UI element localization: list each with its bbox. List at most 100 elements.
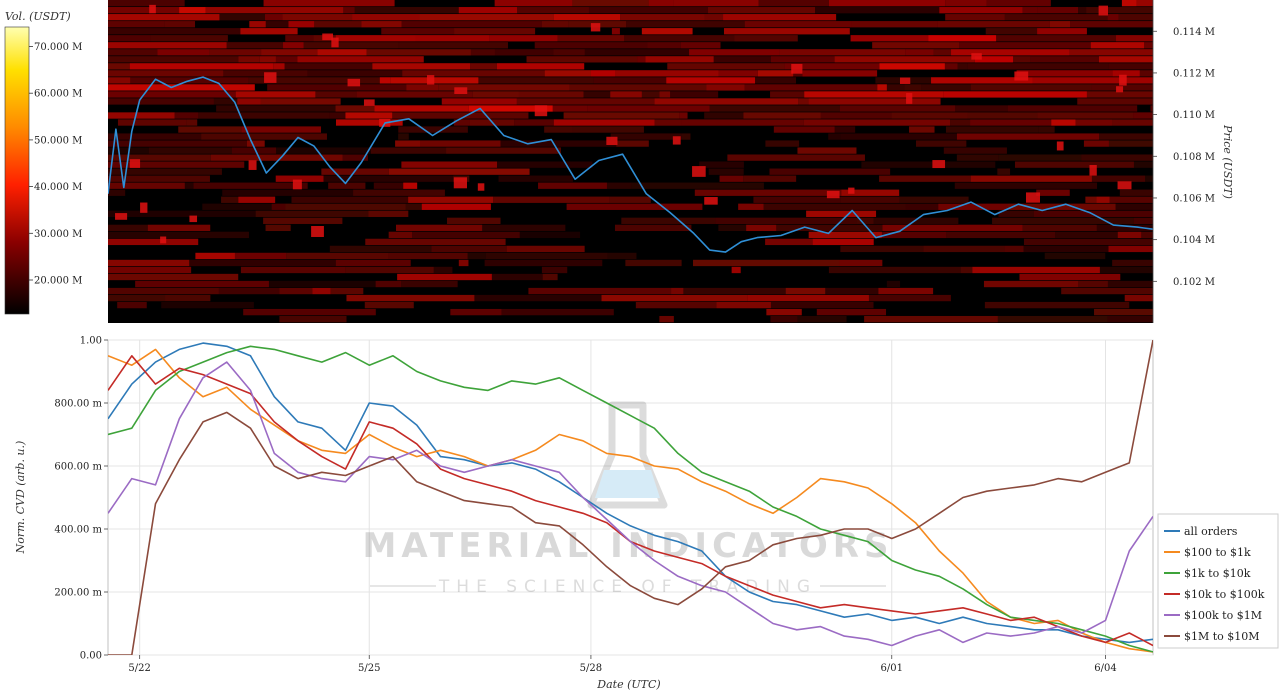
legend-label: $100k to $1M <box>1184 609 1262 622</box>
heatmap-cell <box>985 28 1038 35</box>
heatmap-cell <box>388 231 413 239</box>
heatmap-cell <box>1109 196 1153 203</box>
heatmap-cell <box>590 70 616 77</box>
heatmap-cell <box>583 91 611 98</box>
heatmap-cell <box>312 287 331 295</box>
heatmap-cell <box>1096 224 1153 232</box>
heatmap-cell <box>970 175 1092 182</box>
cvd-y-tick-label: 800.00 m <box>54 399 102 410</box>
heatmap-cell <box>285 203 406 210</box>
colorbar-tick-label: 40.000 M <box>34 182 82 193</box>
heatmap-cell <box>1112 259 1153 267</box>
heatmap-cell <box>944 63 958 70</box>
heatmap-hotspot <box>704 197 718 205</box>
heatmap-cell <box>265 21 289 28</box>
heatmap-cell <box>587 105 710 112</box>
heatmap-cell <box>361 21 402 28</box>
heatmap-cell <box>1030 56 1099 63</box>
heatmap-hotspot <box>160 236 167 244</box>
heatmap-cell <box>611 28 620 35</box>
heatmap-cell <box>373 182 404 189</box>
heatmap-cell <box>1069 49 1153 56</box>
heatmap-cell <box>450 308 502 316</box>
cvd-series-lines <box>108 340 1153 655</box>
heatmap-cell <box>1091 175 1146 182</box>
heatmap-hotspot <box>848 187 855 194</box>
heatmap-cell <box>1141 231 1153 239</box>
heatmap-cell <box>828 0 946 7</box>
heatmap-cell <box>683 287 786 295</box>
heatmap-cell <box>415 35 490 42</box>
heatmap-cell <box>108 231 249 239</box>
heatmap-cell <box>544 126 573 133</box>
heatmap-cell <box>996 35 1117 42</box>
heatmap-cell <box>1044 252 1106 260</box>
heatmap-cell <box>279 315 347 323</box>
heatmap-hotspot <box>692 166 706 177</box>
heatmap-cell <box>108 154 211 161</box>
heatmap-cell <box>667 63 785 70</box>
legend: all orders $100 to $1k $1k to $10k $10k to … <box>1157 513 1279 649</box>
heatmap-cell <box>1121 0 1137 7</box>
heatmap-cell <box>202 203 272 210</box>
heatmap-cell <box>354 7 459 14</box>
heatmap-cell <box>945 0 987 7</box>
heatmap-cell <box>193 182 308 189</box>
watermark: MATERIAL INDICATORS THE SCIENCE OF TRADI… <box>363 401 888 597</box>
heatmap-cell <box>108 77 131 84</box>
legend-label: $1M to $10M <box>1184 630 1260 643</box>
heatmap-cell <box>1016 70 1113 77</box>
cvd-y-tick-label: 0.00 <box>80 651 102 662</box>
heatmap-cell <box>500 140 617 147</box>
heatmap-cell <box>815 7 940 14</box>
heatmap-cell <box>654 119 682 126</box>
heatmap-cell <box>1091 84 1153 91</box>
heatmap-cell <box>1116 35 1153 42</box>
heatmap-cell <box>335 119 403 126</box>
heatmap-cell <box>834 126 856 133</box>
heatmap-cell <box>179 7 206 14</box>
heatmap-hotspot <box>292 179 302 190</box>
heatmap-cell <box>379 77 391 84</box>
heatmap-cell <box>467 252 486 260</box>
heatmap-cell <box>998 210 1034 217</box>
heatmap-cell <box>329 245 432 253</box>
heatmap-cell <box>498 175 573 182</box>
heatmap-cell <box>174 112 199 119</box>
heatmap-cell <box>117 119 187 126</box>
heatmap-cell <box>323 175 454 182</box>
heatmap-cell <box>458 7 518 14</box>
heatmap-cell <box>1078 280 1108 288</box>
heatmap-cell <box>1112 70 1140 77</box>
heatmap-cell <box>108 91 236 98</box>
heatmap-cell <box>497 161 593 168</box>
legend-label: $1k to $10k <box>1184 567 1251 580</box>
heatmap-cell <box>184 182 194 189</box>
cvd-y-tick-label: 400.00 m <box>54 525 102 536</box>
heatmap-cell <box>150 35 228 42</box>
heatmap-cell <box>1094 308 1153 316</box>
heatmap-cell <box>776 224 867 232</box>
heatmap-cell <box>563 112 680 119</box>
heatmap-cell <box>438 84 570 91</box>
heatmap-cell <box>841 189 900 196</box>
heatmap-hotspot <box>971 53 982 60</box>
colorbar-tick-label: 30.000 M <box>34 229 82 240</box>
heatmap-cell <box>804 91 944 98</box>
heatmap-cell <box>240 28 298 35</box>
heatmap-cell <box>388 252 468 260</box>
heatmap-cell <box>315 91 357 98</box>
heatmap-hotspot <box>347 78 361 87</box>
heatmap-cell <box>738 203 764 210</box>
heatmap-cell <box>635 301 717 309</box>
heatmap-cell <box>1023 245 1109 253</box>
heatmap-cell <box>275 175 324 182</box>
heatmap-cell <box>723 14 837 21</box>
heatmap-cell <box>161 301 254 309</box>
heatmap-cell <box>447 217 501 224</box>
heatmap-cell <box>178 126 242 133</box>
heatmap-cell <box>746 224 777 232</box>
heatmap-cell <box>1037 28 1087 35</box>
cvd-x-axis: 5/22 5/25 5/28 6/01 6/04 <box>128 655 1117 674</box>
heatmap-hotspot <box>1116 86 1124 93</box>
